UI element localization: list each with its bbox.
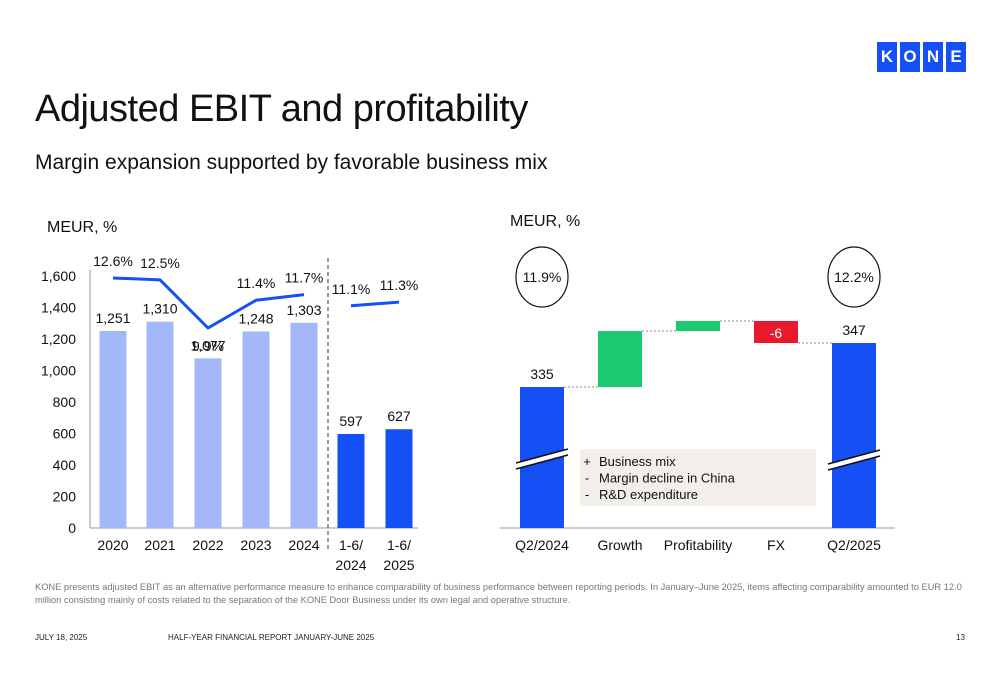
- axis-break-line: [515, 448, 569, 464]
- margin-pct-label: 12.5%: [140, 255, 180, 271]
- logo-letter: E: [946, 42, 966, 72]
- x-tick-label: 2025: [383, 557, 414, 573]
- waterfall-x-tick-label: Profitability: [664, 537, 732, 553]
- waterfall-value-label: -6: [770, 325, 783, 341]
- axis-break-gap: [516, 449, 568, 469]
- footnote: KONE presents adjusted EBIT as an altern…: [35, 582, 962, 605]
- waterfall-fx-bar: [754, 321, 798, 343]
- axis-break-line: [515, 454, 569, 470]
- axis-break-gap: [828, 450, 880, 470]
- drivers-item-text: Margin decline in China: [599, 471, 736, 486]
- margin-pct-label: 11.1%: [332, 281, 371, 297]
- page-subtitle: Margin expansion supported by favorable …: [35, 151, 548, 174]
- margin-pct-label: 11.7%: [285, 270, 324, 286]
- x-tick-label: 2021: [144, 537, 175, 553]
- margin-circle-label: 12.2%: [834, 269, 874, 285]
- ebit-bar: [99, 330, 127, 528]
- waterfall-value-label: 335: [530, 366, 554, 382]
- margin-pct-label: 12.6%: [93, 253, 133, 269]
- x-tick-label: 1-6/: [339, 537, 363, 553]
- ebit-bar: [146, 321, 174, 528]
- ebit-bar: [194, 358, 222, 528]
- bar-value-label: 1,077: [190, 337, 225, 353]
- waterfall-x-tick-label: Q2/2024: [515, 537, 569, 553]
- y-tick-label: 600: [53, 426, 77, 442]
- margin-circle: [827, 246, 881, 308]
- waterfall-profitability-bar: [676, 321, 720, 331]
- margin-circle-label: 11.9%: [523, 269, 562, 285]
- waterfall-value-label: 347: [842, 322, 866, 338]
- drivers-bullet: -: [585, 471, 589, 486]
- y-tick-label: 400: [53, 457, 77, 473]
- y-tick-label: 0: [68, 520, 76, 536]
- margin-pct-label: 11.3%: [380, 277, 419, 293]
- x-tick-label: 2024: [335, 557, 366, 573]
- waterfall-x-tick-label: FX: [767, 537, 786, 553]
- axis-break-line: [827, 449, 881, 465]
- footer-date: JULY 18, 2025: [35, 633, 88, 642]
- footer-report-title: HALF-YEAR FINANCIAL REPORT JANUARY-JUNE …: [168, 633, 375, 642]
- right-chart-unit-label: MEUR, %: [510, 213, 580, 230]
- logo-letter: K: [877, 42, 897, 72]
- bar-value-label: 597: [339, 413, 363, 429]
- y-tick-label: 1,000: [41, 363, 76, 379]
- y-tick-label: 200: [53, 489, 77, 505]
- ebit-bar: [242, 331, 270, 528]
- axis-break-line: [827, 455, 881, 471]
- ebit-bar: [290, 322, 318, 528]
- x-tick-label: 1-6/: [387, 537, 411, 553]
- bar-value-label: 1,310: [142, 301, 177, 317]
- x-tick-label: 2020: [97, 537, 128, 553]
- page-number: 13: [956, 633, 965, 642]
- margin-line-annual: [112, 276, 305, 330]
- waterfall-growth-bar: [598, 331, 642, 387]
- x-tick-label: 2023: [240, 537, 271, 553]
- charts-canvas: MEUR, % 0 200 400 600 800 1,000 1,200 1,400 1,600…: [41, 213, 895, 573]
- x-tick-label: 2024: [288, 537, 319, 553]
- ebit-bar: [337, 433, 365, 528]
- ebit-bar: [385, 429, 413, 528]
- margin-line-half-year: [350, 300, 400, 308]
- waterfall-end-bar: [832, 343, 876, 528]
- bar-value-label: 1,251: [95, 310, 130, 326]
- margin-circle: [515, 246, 569, 308]
- y-tick-label: 800: [53, 394, 77, 410]
- y-tick-label: 1,200: [41, 331, 76, 347]
- margin-pct-label: 9.9%: [192, 338, 224, 354]
- page-title: Adjusted EBIT and profitability: [35, 88, 528, 130]
- kone-logo: K O N E: [877, 42, 966, 72]
- left-chart-unit-label: MEUR, %: [47, 219, 117, 236]
- y-tick-label: 1,400: [41, 300, 76, 316]
- bar-value-label: 1,303: [286, 302, 321, 318]
- waterfall-x-tick-label: Q2/2025: [827, 537, 881, 553]
- drivers-box: [580, 449, 816, 506]
- margin-pct-label: 11.4%: [237, 275, 276, 291]
- waterfall-x-tick-label: Growth: [597, 537, 642, 553]
- drivers-item-text: R&D expenditure: [599, 487, 698, 502]
- drivers-bullet: -: [585, 487, 589, 502]
- logo-letter: O: [900, 42, 920, 72]
- drivers-item-text: Business mix: [599, 454, 676, 469]
- y-tick-label: 1,600: [41, 268, 76, 284]
- drivers-bullet: +: [583, 454, 591, 469]
- bar-value-label: 627: [387, 408, 411, 424]
- bar-value-label: 1,248: [238, 310, 273, 326]
- x-tick-label: 2022: [192, 537, 223, 553]
- logo-letter: N: [923, 42, 943, 72]
